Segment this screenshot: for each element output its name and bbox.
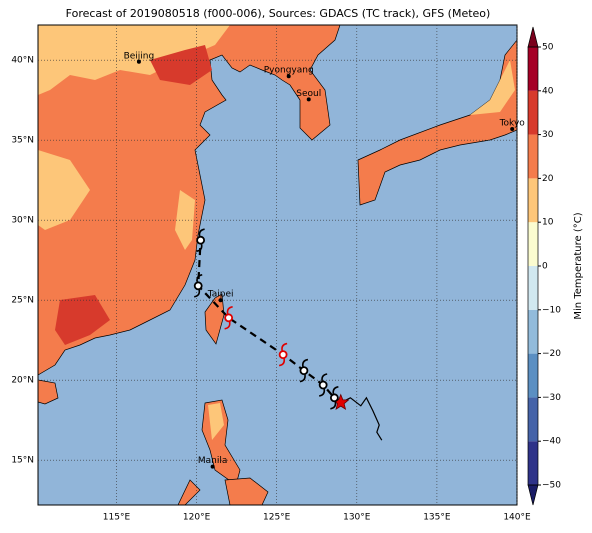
- colorbar-tick-label: 20: [542, 174, 554, 184]
- storm-arm: [281, 342, 288, 351]
- storm-arm: [198, 228, 205, 237]
- y-tick-label: 20°N: [11, 376, 34, 386]
- forecast-track: [197, 240, 342, 404]
- storm-eye: [224, 313, 234, 323]
- y-tick-label: 35°N: [11, 136, 34, 146]
- x-tick-label: 140°E: [503, 513, 531, 523]
- colorbar-segment: [528, 90, 538, 135]
- city-marker: [510, 127, 515, 131]
- y-tick-label: 40°N: [11, 56, 34, 66]
- storm-symbol: [318, 373, 328, 397]
- x-tick-label: 130°E: [343, 513, 371, 523]
- x-tick-label: 125°E: [263, 513, 291, 523]
- storm-arm: [196, 244, 203, 252]
- city-marker: [306, 97, 311, 102]
- colorbar-segment: [528, 353, 538, 398]
- colorbar-tick-label: −50: [542, 481, 561, 491]
- colorbar-segment: [528, 134, 538, 179]
- storm-eye: [193, 281, 203, 291]
- storm-arm: [224, 321, 231, 330]
- colorbar-segment: [528, 222, 538, 266]
- title: Forecast of 2019080518 (f000-006), Sourc…: [66, 7, 491, 20]
- storm-arm: [299, 374, 306, 383]
- city-label: Seoul: [296, 89, 321, 99]
- storm-eye: [318, 380, 328, 390]
- y-tick-label: 30°N: [11, 216, 34, 226]
- storm-arm: [321, 373, 328, 382]
- colorbar-segment: [528, 397, 538, 442]
- storm-arm: [194, 289, 201, 298]
- colorbar-tick-label: 30: [542, 130, 554, 140]
- colorbar-extend: [527, 26, 539, 48]
- storm-arm: [196, 274, 203, 282]
- storm-eye: [278, 350, 288, 360]
- colorbar-segment: [528, 178, 538, 223]
- y-tick-label: 25°N: [11, 296, 34, 306]
- colorbar-label: Min Temperature (°C): [573, 212, 584, 319]
- storm-symbol: [299, 358, 309, 383]
- storm-symbol: [196, 228, 206, 252]
- y-tick-label: 15°N: [11, 456, 34, 466]
- colorbar-tick-label: −20: [542, 349, 561, 359]
- storm-arm: [278, 358, 286, 367]
- storm-arm: [318, 388, 326, 397]
- colorbar-segment: [528, 47, 538, 91]
- storm-eye: [329, 393, 339, 403]
- city-label: Manila: [198, 456, 228, 466]
- x-tick-label: 135°E: [423, 513, 451, 523]
- storm-arm: [301, 358, 309, 367]
- storm-arm: [330, 401, 337, 410]
- city-label: Pyongyang: [264, 66, 314, 76]
- past-track: [340, 396, 383, 441]
- colorbar-tick-label: 10: [542, 218, 554, 228]
- storm-symbol: [193, 274, 203, 298]
- storm-arm: [332, 386, 339, 394]
- storm-symbol: [329, 386, 339, 410]
- colorbar-segment: [528, 266, 538, 310]
- colorbar-tick-label: 40: [542, 86, 554, 96]
- city-label: Taipei: [207, 290, 234, 300]
- colorbar-tick-label: −10: [542, 305, 561, 315]
- colorbar-segment: [528, 441, 538, 485]
- x-tick-label: 120°E: [183, 513, 211, 523]
- colorbar-tick-label: −40: [542, 437, 561, 447]
- city-label: Beijing: [124, 51, 155, 61]
- storm-eye: [196, 235, 206, 245]
- storm-symbol: [278, 342, 288, 367]
- city-marker: [286, 74, 291, 79]
- city-marker: [218, 298, 223, 303]
- colorbar-tick-label: 50: [542, 43, 554, 53]
- x-tick-label: 115°E: [103, 513, 131, 523]
- colorbar-tick-label: 0: [542, 262, 548, 272]
- storm-symbol: [224, 306, 234, 330]
- colorbar-tick-label: −30: [542, 393, 561, 403]
- city-marker: [210, 464, 215, 469]
- city-marker: [136, 59, 141, 64]
- city-label: Tokyo: [499, 119, 526, 129]
- colorbar-segment: [528, 309, 538, 354]
- storm-eye: [299, 366, 309, 376]
- colorbar-extend: [527, 484, 539, 506]
- storm-arm: [226, 306, 233, 314]
